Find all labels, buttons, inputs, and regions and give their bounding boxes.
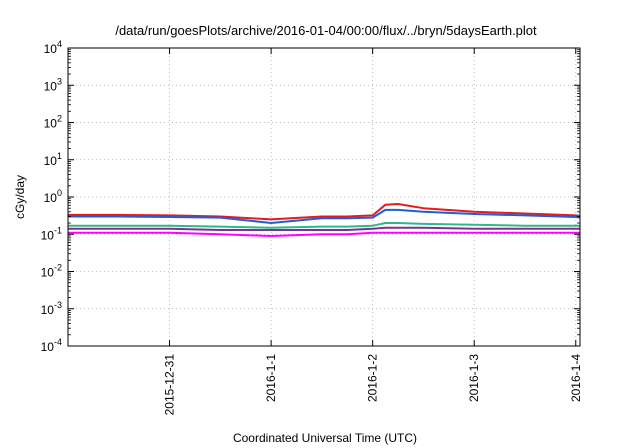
series-line-4 <box>68 226 580 231</box>
series-line-5 <box>68 231 580 237</box>
y-tick-labels: 10-4 10-3 10-2 10-1 100 101 102 103 104 <box>41 39 62 354</box>
series-line-2 <box>68 208 581 224</box>
grid <box>68 48 580 346</box>
x-tick-label: 2016-1-3 <box>467 354 481 402</box>
y-tick-label: 10-4 <box>41 337 62 354</box>
y-tick-label: 104 <box>44 39 62 56</box>
series-line-1 <box>68 203 581 221</box>
y-tick-label: 10-3 <box>41 300 62 317</box>
ticks <box>68 47 580 347</box>
chart-title: /data/run/goesPlots/archive/2016-01-04/0… <box>115 23 537 38</box>
y-axis-label: cGy/day <box>13 175 27 219</box>
y-tick-label: 103 <box>44 76 62 93</box>
series-layer <box>68 203 581 237</box>
x-axis-label: Coordinated Universal Time (UTC) <box>233 431 417 445</box>
x-tick-label: 2015-12-31 <box>163 354 177 416</box>
y-tick-label: 10-2 <box>41 263 62 280</box>
x-tick-label: 2016-1-4 <box>569 354 583 402</box>
y-tick-label: 101 <box>44 151 62 168</box>
x-tick-label: 2016-1-1 <box>264 354 278 402</box>
y-tick-label: 10-1 <box>41 225 62 242</box>
series-line-3 <box>68 222 580 229</box>
x-tick-labels: 2015-12-31 2016-1-1 2016-1-2 2016-1-3 2016-1… <box>163 354 583 416</box>
y-tick-label: 102 <box>44 114 62 131</box>
y-tick-label: 100 <box>44 188 62 205</box>
x-tick-label: 2016-1-2 <box>366 354 380 402</box>
